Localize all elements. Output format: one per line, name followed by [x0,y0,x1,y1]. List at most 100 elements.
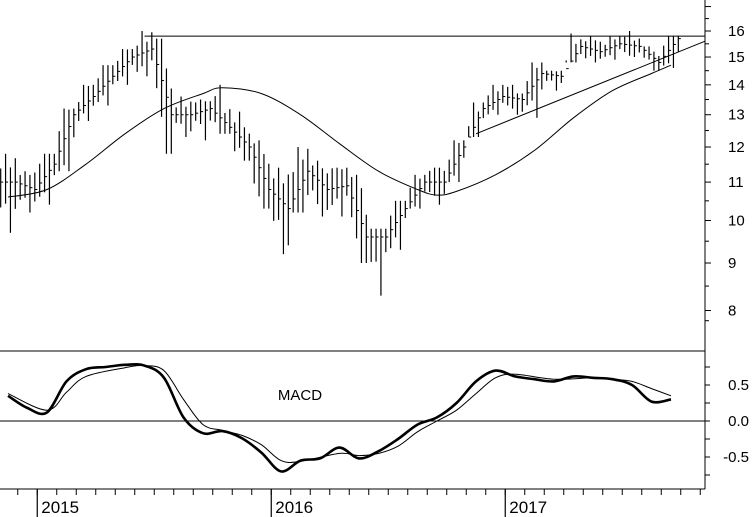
price-tick-label: 16 [728,23,745,40]
price-bar [326,173,330,210]
price-bar [385,228,389,253]
price-tick-label: 8 [728,302,736,319]
macd-panel: MACD [0,363,705,473]
macd-tick-label: 0.0 [728,413,749,430]
price-bar [677,36,681,52]
price-bar [277,167,282,220]
year-label: 2017 [509,498,547,517]
price-bar [663,45,667,66]
price-bar [34,172,38,202]
price-bar [82,84,87,114]
price-bar [624,36,628,53]
price-bar [165,68,169,154]
price-bar [487,95,491,115]
price-bar [63,108,67,166]
price-bar [380,228,384,296]
price-bar [633,40,637,58]
price-bar [263,154,267,209]
price-bar [14,158,18,209]
price-bar [555,71,559,91]
price-bar [156,38,160,89]
support-trendline [475,40,706,135]
price-bar [360,188,364,263]
price-bar [136,45,140,72]
macd-tick-label: -0.5 [723,449,749,466]
price-bar [594,40,598,63]
price-bar [560,70,564,84]
price-bar [9,167,13,233]
price-bar [292,172,296,213]
price-bar [614,39,618,60]
price-bar [24,171,28,198]
price-bar [628,31,633,56]
price-bar [585,41,589,59]
price-bar [141,31,145,67]
price-bar [443,170,447,194]
price-panel [0,31,706,296]
price-bar [482,102,486,119]
year-label: 2015 [41,498,79,517]
price-bar [341,169,345,217]
price-bar [131,49,135,65]
price-bar [541,62,545,90]
price-tick-label: 13 [728,107,745,124]
price-bar [287,174,291,246]
price-bar [117,60,121,81]
price-bar [112,65,116,85]
price-bar [531,62,535,101]
price-bar [4,153,9,204]
price-bar [302,159,306,213]
price-bar [282,183,286,255]
price-tick-label: 12 [728,139,745,156]
price-bar [550,70,555,81]
price-bar [87,85,91,121]
price-bar [92,84,96,106]
price-bar [107,65,111,106]
price-bar [316,160,321,205]
price-bar [121,49,126,77]
price-bar [151,32,155,61]
price-bar [229,109,233,134]
price-bar [312,165,316,191]
price-bar [433,167,438,196]
price-bar [126,49,130,85]
macd-tick-label: 0.5 [728,377,749,394]
price-bar [39,163,43,197]
price-bar [516,93,520,115]
price-bar [48,153,52,205]
price-bar [653,51,657,71]
price-bar [429,170,433,192]
price-bar [243,127,247,161]
price-bar [19,175,23,200]
price-bar [511,84,516,109]
price-bar [204,101,208,141]
price-bar [458,142,462,183]
price-bar [589,36,594,56]
price-bar [599,41,603,59]
price-bar [477,111,481,138]
price-bar [53,153,57,176]
price-bar [370,228,374,262]
price-bar [102,65,106,96]
price-bar [224,113,228,134]
price-bar [73,108,77,138]
price-bar [331,168,335,205]
price-tick-label: 14 [728,77,745,94]
price-bar [672,36,676,68]
macd-thick-line [7,363,672,473]
price-tick-label: 10 [728,213,745,230]
price-bar [565,60,569,70]
price-bar [424,174,428,192]
price-bar [185,106,189,138]
price-bar [78,102,82,121]
price-tick-label: 9 [728,255,736,272]
moving-average-line [7,64,672,198]
price-bar [68,109,72,172]
price-bar [346,167,350,196]
macd-thin-line [7,364,672,463]
price-bar [170,88,174,154]
price-bar [258,140,262,197]
price-bar [609,36,613,56]
price-bar [468,126,472,138]
